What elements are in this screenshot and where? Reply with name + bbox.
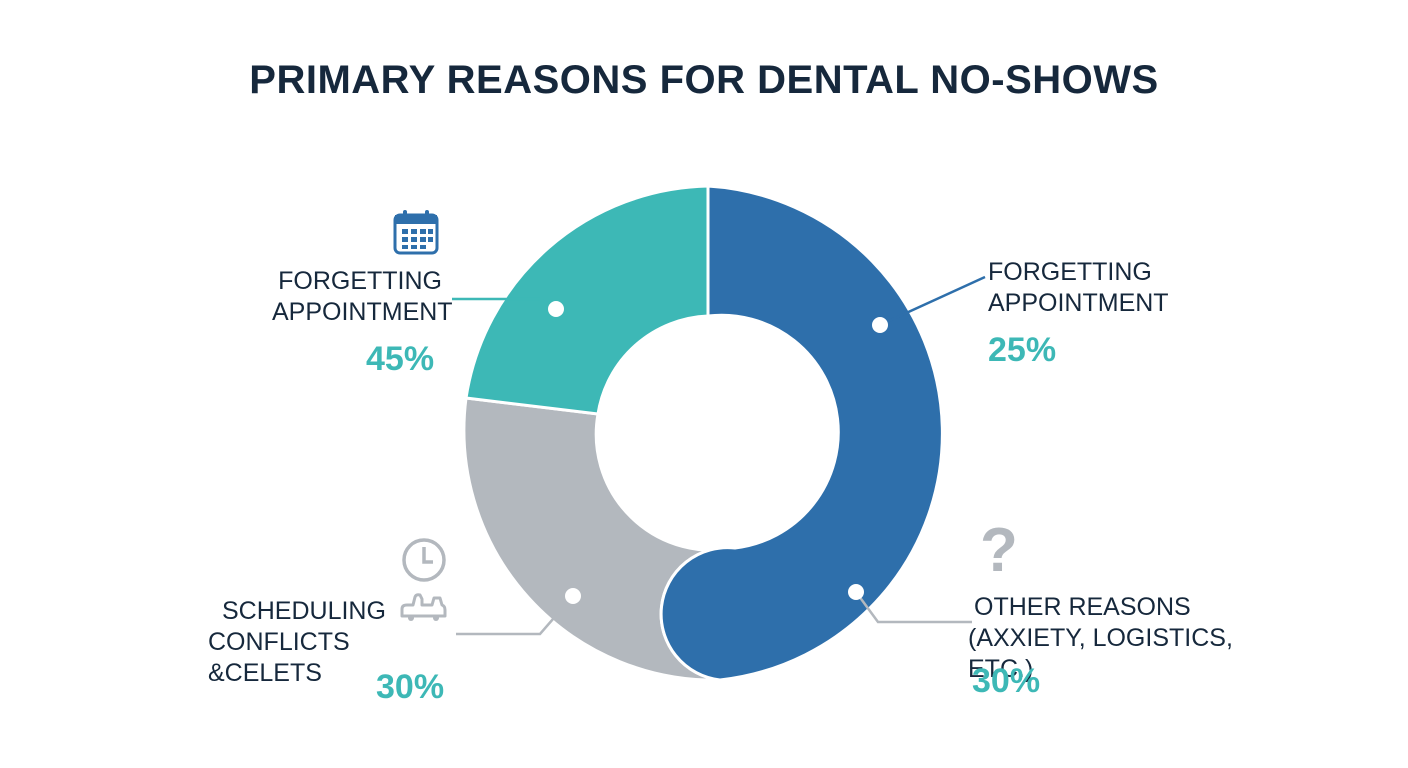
- calendar-icon: [393, 210, 439, 255]
- label-line: APPOINTMENT: [272, 298, 453, 326]
- label-line: FORGETTING: [278, 267, 442, 295]
- slice-forgetting-and-other-reasons: [659, 184, 944, 682]
- label-line: CONFLICTS &CELETS: [208, 628, 350, 687]
- label-other-reasons: OTHER REASONS (AXXIETY, LOGISTICS, ETC.): [968, 592, 1248, 685]
- car-icon: [400, 593, 447, 621]
- slice-marker-dot: [548, 301, 564, 317]
- slice-marker-dot: [848, 584, 864, 600]
- chart-title: PRIMARY REASONS FOR DENTAL NO-SHOWS: [249, 58, 1159, 102]
- label-scheduling-conflicts: SCHEDULING CONFLICTS &CELETS: [190, 596, 452, 689]
- value-label-scheduling-conflicts: 30%: [376, 668, 445, 706]
- label-line: FORGETTING: [988, 258, 1152, 286]
- leader-line-gray: [456, 595, 574, 636]
- label-line: SCHEDULING: [222, 597, 386, 625]
- value-label-forgetting-right: 25%: [988, 331, 1057, 369]
- label-line: APPOINTMENT: [988, 289, 1169, 317]
- question-mark-icon: ?: [980, 516, 1018, 585]
- label-forgetting-left: FORGETTING APPOINTMENT: [272, 266, 453, 328]
- value-label-other-reasons: 30%: [972, 662, 1041, 700]
- clock-icon: [402, 538, 446, 582]
- value-label-forgetting-left: 45%: [366, 340, 435, 378]
- leader-line-blue-bottom: [854, 591, 972, 624]
- leader-line-blue-top: [879, 275, 986, 327]
- slice-marker-dot: [872, 317, 888, 333]
- slice-forgetting-appointment-left: [464, 184, 710, 416]
- label-line: OTHER REASONS: [974, 593, 1191, 621]
- label-line: (AXXIETY, LOGISTICS, ETC.): [968, 624, 1233, 683]
- slice-marker-dot: [565, 588, 581, 604]
- label-forgetting-right: FORGETTING APPOINTMENT: [988, 257, 1188, 319]
